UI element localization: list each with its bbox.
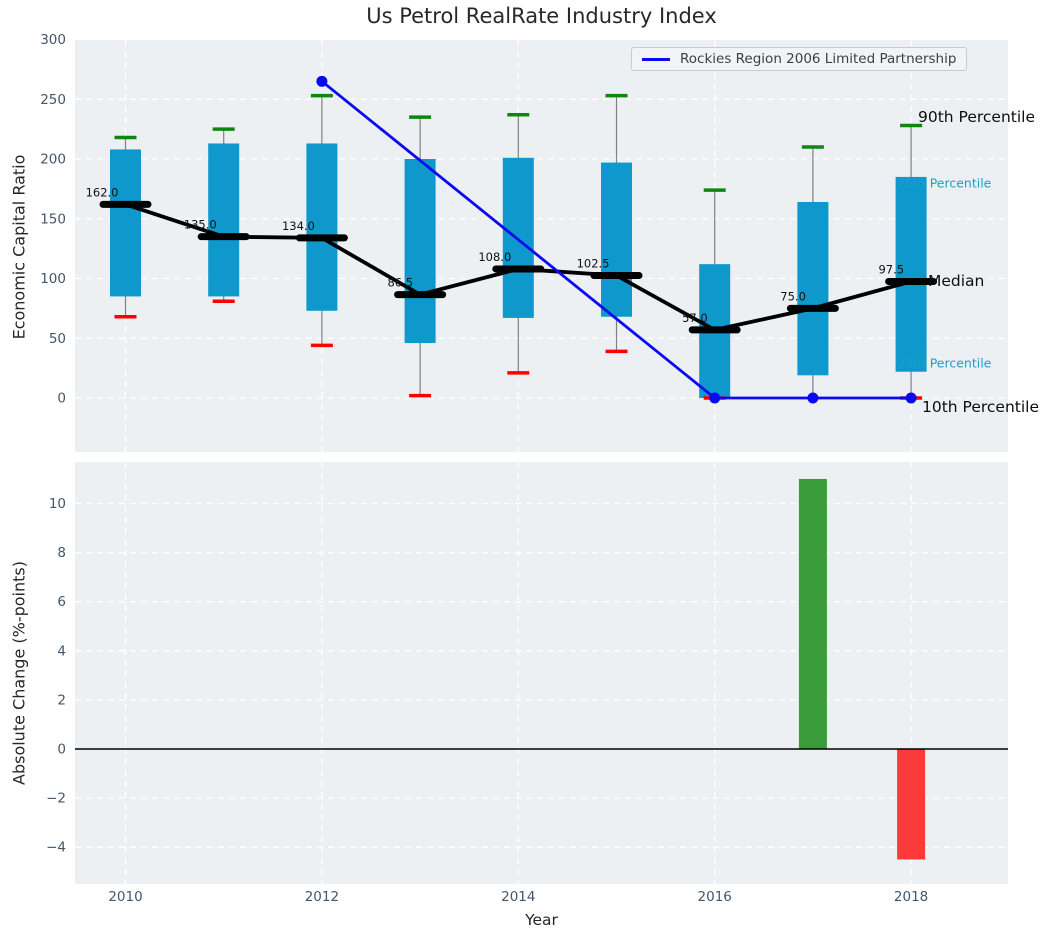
y-tick-label: 300 xyxy=(40,32,66,48)
legend-label: Rockies Region 2006 Limited Partnership xyxy=(680,51,957,67)
y-tick-label: 200 xyxy=(40,152,66,168)
annotation-75th-percentile: 75th Percentile xyxy=(897,175,992,191)
y-tick-label: 0 xyxy=(57,391,66,407)
legend[interactable]: Rockies Region 2006 Limited Partnership xyxy=(631,47,968,71)
y-tick-label: −4 xyxy=(46,840,66,856)
box-2012 xyxy=(306,143,338,311)
y-tick-label: 150 xyxy=(40,211,66,227)
box-2018 xyxy=(895,176,927,372)
overlay-point-2012 xyxy=(316,75,328,87)
y-tick-label: 6 xyxy=(57,594,66,610)
median-value-label: 97.5 xyxy=(878,262,904,276)
y-tick-label: 8 xyxy=(57,545,66,561)
y-axis-label-top: Economic Capital Ratio xyxy=(9,154,29,340)
y-tick-label: 250 xyxy=(40,92,66,108)
median-value-label: 102.5 xyxy=(577,257,610,271)
x-tick-label: 2016 xyxy=(698,889,732,905)
median-value-label: 135.0 xyxy=(184,218,217,232)
y-tick-label: −2 xyxy=(46,791,66,807)
box-2011 xyxy=(208,143,240,297)
y-tick-label: 100 xyxy=(40,271,66,287)
median-value-label: 134.0 xyxy=(282,219,315,233)
change-bar-2018 xyxy=(897,749,926,860)
annotation-median: Median xyxy=(928,272,985,290)
y-tick-label: 2 xyxy=(57,692,66,708)
x-tick-label: 2018 xyxy=(894,889,928,905)
box-2010 xyxy=(110,149,141,297)
y-axis-label-bottom: Absolute Change (%-points) xyxy=(9,561,29,785)
y-tick-label: 10 xyxy=(49,496,66,512)
overlay-line xyxy=(321,80,912,400)
x-axis-label: Year xyxy=(525,911,558,929)
median-value-label: 162.0 xyxy=(86,185,119,199)
x-tick-label: 2012 xyxy=(305,889,339,905)
y-tick-label: 4 xyxy=(57,643,66,659)
bottom-plot-background xyxy=(75,462,1008,884)
annotation-90th-percentile: 90th Percentile xyxy=(918,108,1036,126)
overlay-point-2017 xyxy=(807,392,819,404)
box-2017 xyxy=(797,202,829,376)
box-2015 xyxy=(601,162,632,317)
median-value-label: 75.0 xyxy=(780,289,806,303)
change-bar-2017 xyxy=(798,478,827,749)
x-tick-label: 2010 xyxy=(108,889,142,905)
annotation-10th-percentile: 10th Percentile xyxy=(922,398,1040,416)
y-tick-label: 50 xyxy=(49,331,66,347)
legend-line-sample xyxy=(642,57,670,61)
median-value-label: 108.0 xyxy=(478,250,511,264)
median-value-label: 57.0 xyxy=(682,311,708,325)
overlay-point-2016 xyxy=(709,392,721,404)
annotation-25th-percentile: 25th Percentile xyxy=(897,355,992,371)
median-value-label: 86.5 xyxy=(387,276,413,290)
chart-title: Us Petrol RealRate Industry Index xyxy=(366,4,717,28)
box-2013 xyxy=(404,159,436,344)
x-tick-label: 2014 xyxy=(501,889,535,905)
overlay-point-2018 xyxy=(905,392,917,404)
y-tick-label: 0 xyxy=(57,742,66,758)
